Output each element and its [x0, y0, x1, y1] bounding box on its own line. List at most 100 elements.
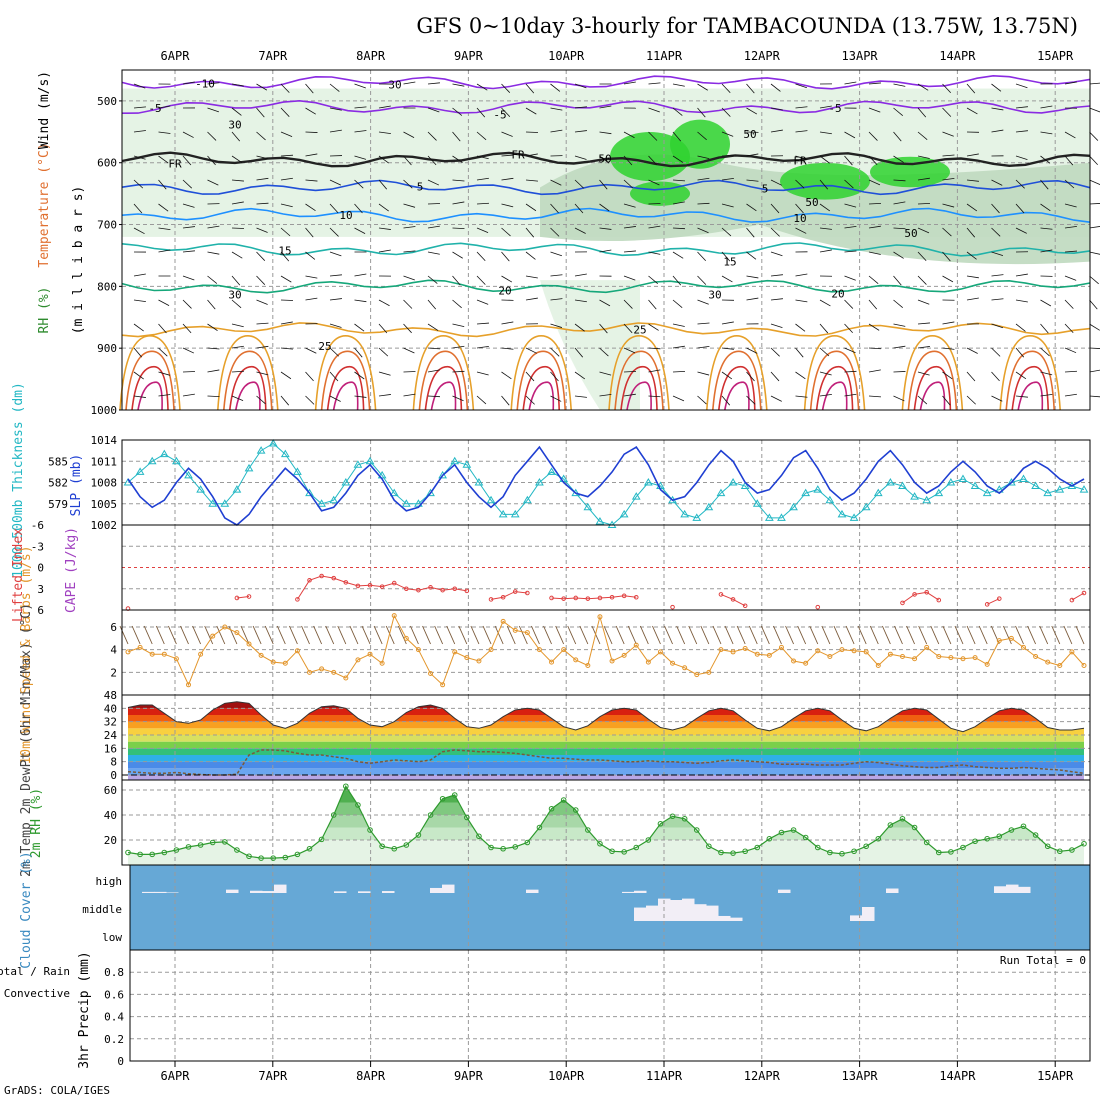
temp-band	[128, 755, 1084, 762]
wind-barb	[672, 107, 683, 116]
wind-barb	[868, 202, 882, 205]
lifted-index-line-point	[670, 604, 675, 610]
wind-barb	[305, 275, 318, 279]
wind-barb	[770, 395, 782, 402]
precip-panel: 0 0.2 0.4 0.6 0.8 Run Total = 0	[104, 949, 1091, 1068]
wind-barb-10m	[1051, 625, 1061, 645]
rh-line-point	[234, 847, 240, 853]
lifted-index-label: Lifted Index	[11, 528, 26, 622]
rh-line-point	[960, 844, 966, 851]
wind-barb	[501, 251, 510, 262]
slp-tick-label: 1005	[91, 498, 118, 511]
wind-barb	[1040, 347, 1050, 357]
wind-barb-10m	[652, 625, 661, 645]
wind-barb-10m	[1002, 625, 1012, 645]
wind-barb	[305, 297, 318, 301]
date-tick-label: 7APR	[258, 49, 288, 63]
wind-barb	[844, 179, 854, 189]
wind-barb	[354, 371, 365, 380]
wind-barb	[452, 227, 465, 229]
thickness-line-point	[740, 481, 750, 490]
rh-high-patch	[780, 162, 870, 200]
li-tick-label: -6	[31, 519, 44, 532]
wind-barb	[623, 226, 636, 229]
surface-isotherm-loop	[326, 365, 365, 411]
thickness-line-point	[426, 488, 435, 497]
wind-barb	[378, 299, 390, 307]
rh-line-point	[984, 835, 990, 842]
lifted-index-line-point	[355, 583, 361, 589]
wind-barb	[917, 371, 930, 376]
wind-barb	[966, 275, 979, 279]
date-tick-label: 15APR	[1037, 1069, 1074, 1083]
cloud-bar	[526, 889, 539, 893]
wind-barb	[844, 275, 856, 281]
wind-barb	[1089, 155, 1098, 166]
wind-barb	[795, 299, 808, 303]
wind-barb	[476, 299, 489, 305]
thickness-line-point	[910, 492, 919, 500]
wind-barb	[133, 130, 146, 133]
wind-speed-line-point	[125, 649, 131, 655]
thickness-line-point	[486, 495, 496, 504]
wind-speed-line-point	[851, 648, 857, 654]
wind-barb	[1015, 155, 1028, 161]
wind-barb	[476, 251, 486, 261]
wind-barb	[574, 179, 585, 189]
precip-total-label: Total / Rain	[0, 965, 70, 978]
rh-line-point	[706, 843, 712, 850]
wind-barb	[721, 177, 734, 181]
wind-speed-line-point	[815, 648, 821, 654]
wind-barb	[133, 273, 146, 277]
wind-barb	[1064, 225, 1077, 229]
wind-barb	[1015, 347, 1025, 358]
wind-speed-line-point	[754, 651, 760, 657]
surface-isotherm-loop	[235, 381, 261, 411]
slp-label: SLP (mb)	[69, 454, 84, 517]
wind-barb-10m	[180, 625, 189, 645]
wind-barb	[231, 107, 242, 116]
rh-line	[127, 785, 1085, 859]
surface-isotherm-loop	[803, 335, 866, 411]
wind-barb	[207, 131, 217, 141]
wind-barb	[966, 179, 979, 182]
wind-tick-label: 4	[110, 644, 117, 657]
contour-label: FR	[793, 155, 807, 168]
wind-barb-10m	[1075, 625, 1085, 645]
wind-speed-line-point	[319, 666, 325, 672]
wind-barb	[476, 227, 489, 234]
wind-speed-line-point	[730, 649, 736, 655]
temp-line	[127, 701, 1085, 733]
rh-contour-label: 50	[805, 196, 818, 209]
contour-label: FR	[511, 148, 525, 161]
wind-barb-10m	[918, 625, 928, 645]
wind-barb	[574, 323, 585, 332]
wind-barb	[305, 131, 318, 133]
wind-speed-line-point	[307, 669, 313, 675]
lifted-index-line-point	[561, 596, 566, 601]
wind-barb	[1089, 299, 1098, 310]
slp-tick-label: 1008	[91, 477, 118, 490]
wind-barb	[574, 371, 586, 380]
wind-barb	[599, 249, 612, 253]
wind-barb	[746, 107, 758, 115]
wind-speed-line-point	[682, 665, 688, 671]
wind-barb	[795, 323, 806, 332]
wind-barb-10m	[591, 625, 601, 645]
wind-barb	[182, 299, 192, 309]
wind-barb	[574, 203, 584, 214]
wind-barb	[182, 81, 195, 85]
wind-barb	[329, 395, 341, 402]
wind-barb	[427, 251, 440, 255]
rh-line-point	[863, 843, 869, 850]
wind-barb	[893, 323, 906, 327]
surface-isotherm-loop	[320, 350, 371, 411]
wind-barb	[746, 297, 759, 301]
wind-barb	[746, 227, 755, 238]
wind-barb	[256, 83, 268, 91]
rh-shade-low	[540, 280, 640, 410]
contour-label: 10	[339, 209, 352, 222]
wind-speed-line-point	[597, 614, 603, 620]
slp-tick-label: 1014	[91, 434, 118, 447]
